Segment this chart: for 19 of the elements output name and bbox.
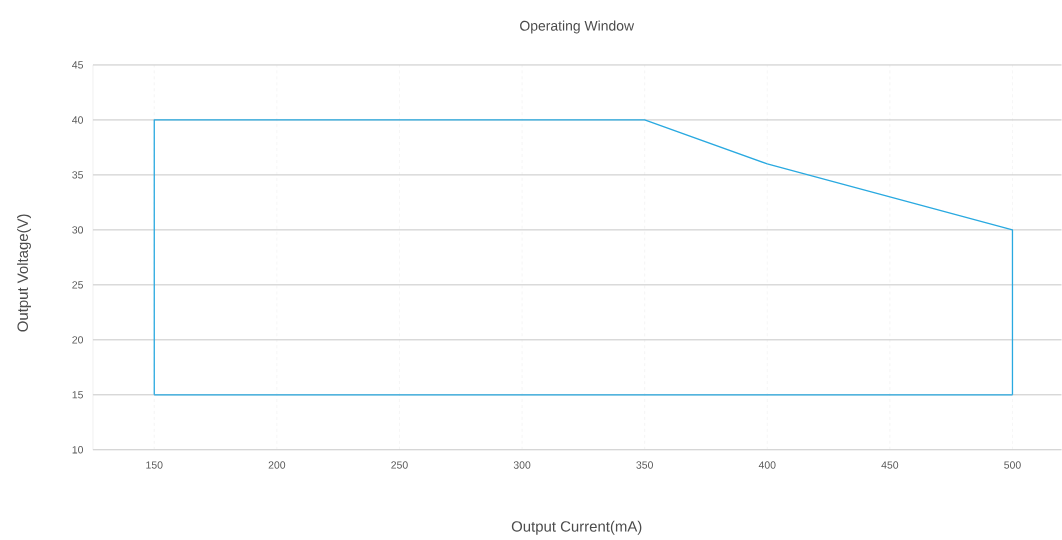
- x-axis-title: Output Current(mA): [511, 520, 642, 535]
- x-tick-label: 500: [1004, 461, 1021, 469]
- x-tick-label: 450: [881, 461, 899, 469]
- x-tick-label: 300: [513, 461, 531, 469]
- x-tick-label: 350: [636, 461, 653, 469]
- y-tick-label: 40: [72, 116, 84, 124]
- y-tick-label: 15: [72, 391, 83, 399]
- x-tick-label: 400: [758, 461, 776, 469]
- x-tick-label: 200: [268, 461, 286, 469]
- y-tick-label: 20: [72, 336, 84, 344]
- y-tick-label: 30: [72, 226, 84, 234]
- y-axis-title: Output Voltage(V): [17, 214, 31, 332]
- x-tick-label: 250: [391, 461, 408, 469]
- y-tick-label: 25: [72, 281, 83, 289]
- y-tick-label: 10: [72, 446, 84, 454]
- y-tick-label: 45: [72, 61, 83, 69]
- x-tick-label: 150: [146, 461, 163, 469]
- y-tick-label: 35: [72, 171, 83, 179]
- chart-title: Operating Window: [520, 20, 635, 34]
